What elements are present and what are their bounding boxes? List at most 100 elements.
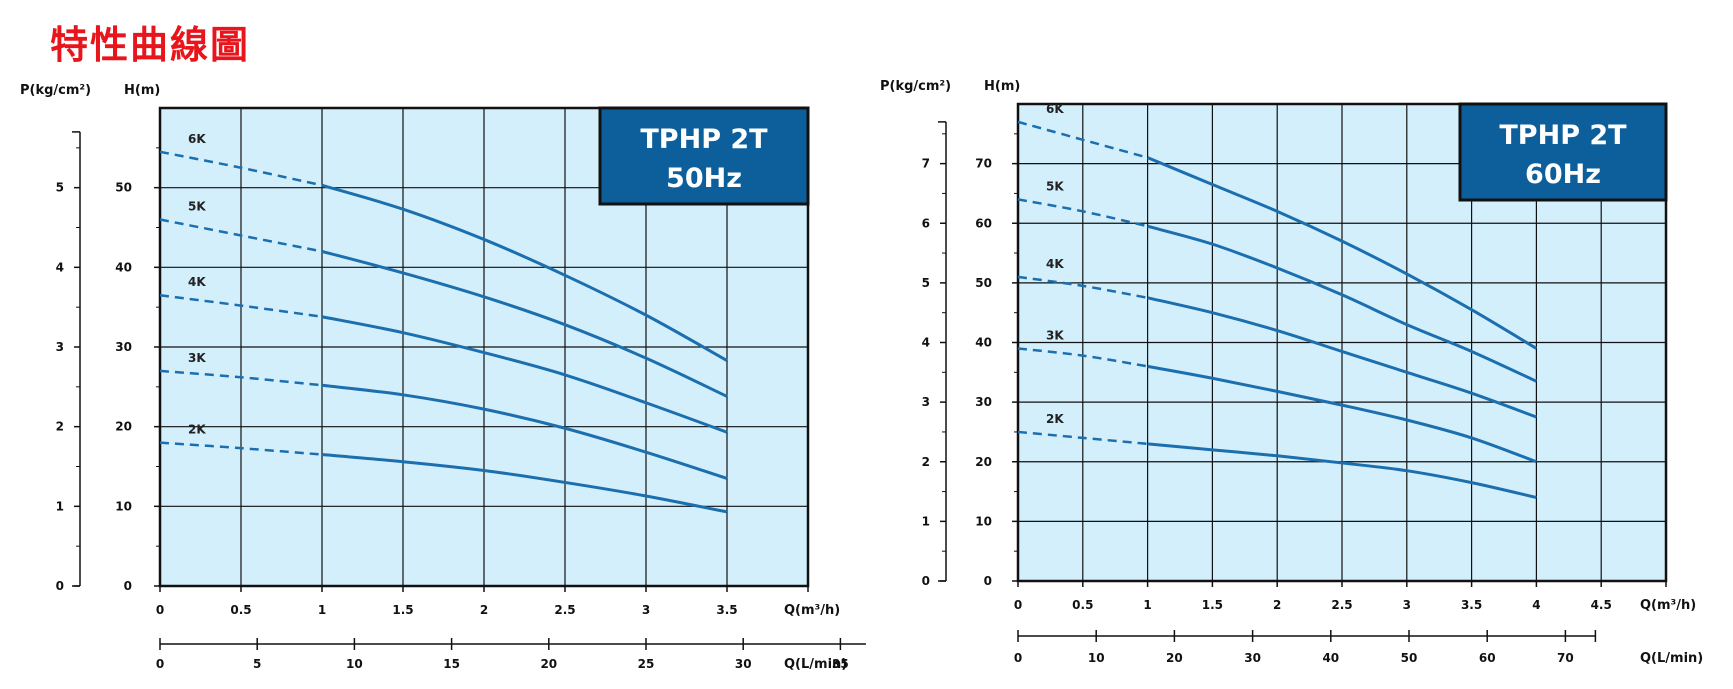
curve-5k-dashed	[1017, 198, 1148, 228]
curve-label-3k: 3K	[1046, 328, 1064, 342]
model-box	[598, 106, 810, 206]
h-axis-tick-label: 50	[115, 181, 132, 195]
curve-5k-dashed	[159, 218, 323, 253]
h-axis-tick-label: 50	[975, 276, 992, 290]
lmin-axis-tick-label: 10	[346, 657, 363, 671]
lmin-axis-tick-label: 50	[1401, 651, 1418, 665]
p-axis-tick-label: 1	[56, 499, 64, 513]
curve-4k-dashed	[159, 293, 323, 318]
h-axis-tick-label: 60	[975, 216, 992, 230]
p-axis-tick-label: 0	[56, 579, 64, 593]
h-axis-tick-label: 0	[984, 574, 992, 588]
h-axis-tick-label: 70	[975, 157, 992, 171]
x-axis-tick-label: 1.5	[392, 603, 413, 617]
curve-6k	[1147, 156, 1538, 350]
h-axis-tick-label: 20	[115, 420, 132, 434]
lmin-axis-tick-label: 35	[832, 657, 849, 671]
x-axis-tick-label: 2.5	[1331, 598, 1352, 612]
curve-2k	[321, 453, 728, 514]
p-axis-tick-label: 1	[922, 514, 930, 528]
curve-label-5k: 5K	[188, 200, 206, 214]
curve-3k-dashed	[1017, 347, 1148, 368]
h-axis-tick-label: 10	[115, 499, 132, 513]
lmin-axis-tick-label: 30	[1244, 651, 1261, 665]
curve-label-6k: 6K	[188, 132, 206, 146]
x-axis-tick-label: 4.5	[1591, 598, 1612, 612]
curve-label-4k: 4K	[1046, 257, 1064, 271]
curve-label-6k: 6K	[1046, 102, 1064, 116]
lmin-axis-tick-label: 10	[1088, 651, 1105, 665]
p-axis-tick-label: 4	[56, 260, 64, 274]
p-axis-tick-label: 2	[922, 455, 930, 469]
lmin-axis-tick-label: 0	[156, 657, 164, 671]
p-axis-tick-label: 0	[922, 574, 930, 588]
lmin-axis-title: Q(L/min)	[1640, 651, 1703, 666]
curve-label-2k: 2K	[188, 423, 206, 437]
curve-5k	[1147, 224, 1538, 383]
x-axis-tick-label: 3	[1403, 598, 1411, 612]
x-axis-tick-label: 0.5	[230, 603, 251, 617]
p-axis-tick-label: 2	[56, 420, 64, 434]
curve-2k	[1147, 442, 1537, 499]
curve-4k	[1147, 296, 1537, 419]
x-axis-title: Q(m³/h)	[1640, 598, 1696, 613]
p-axis-tick-label: 4	[922, 336, 930, 350]
curve-3k	[321, 383, 728, 480]
curve-label-5k: 5K	[1046, 179, 1064, 193]
p-axis-tick-label: 3	[922, 395, 930, 409]
lmin-axis-title: Q(L/min)	[784, 657, 847, 672]
model-box-frequency: 50Hz	[666, 163, 742, 194]
x-axis-title: Q(m³/h)	[784, 603, 840, 618]
x-axis-tick-label: 4	[1532, 598, 1540, 612]
lmin-axis-tick-label: 20	[1166, 651, 1183, 665]
h-axis-tick-label: 40	[115, 260, 132, 274]
x-axis-tick-label: 1.5	[1202, 598, 1223, 612]
h-axis-tick-label: 40	[975, 336, 992, 350]
x-axis-tick-label: 0	[1014, 598, 1022, 612]
lmin-axis-tick-label: 20	[540, 657, 557, 671]
lmin-axis-tick-label: 0	[1014, 651, 1022, 665]
curve-5k	[321, 249, 728, 398]
p-axis-tick-label: 5	[922, 276, 930, 290]
lmin-axis-tick-label: 60	[1479, 651, 1496, 665]
x-axis-tick-label: 1	[318, 603, 326, 617]
h-axis-tick-label: 0	[124, 579, 132, 593]
curve-4k-dashed	[1017, 275, 1148, 300]
p-axis-title: P(kg/cm²)	[20, 83, 91, 98]
x-axis-tick-label: 1	[1143, 598, 1151, 612]
lmin-axis-tick-label: 30	[735, 657, 752, 671]
x-axis-tick-label: 0.5	[1072, 598, 1093, 612]
curve-4k	[321, 315, 728, 434]
p-axis-tick-label: 6	[922, 216, 930, 230]
curve-2k-dashed	[1017, 430, 1148, 446]
lmin-axis-tick-label: 40	[1322, 651, 1339, 665]
x-axis-tick-label: 2	[480, 603, 488, 617]
model-box-name: TPHP 2T	[640, 124, 768, 155]
curve-6k-dashed	[1017, 120, 1148, 159]
curve-label-2k: 2K	[1046, 412, 1064, 426]
x-axis-tick-label: 3.5	[716, 603, 737, 617]
p-axis-tick-label: 7	[922, 157, 930, 171]
h-axis-tick-label: 30	[115, 340, 132, 354]
curve-6k	[321, 183, 728, 362]
h-axis-tick-label: 30	[975, 395, 992, 409]
x-axis-tick-label: 2	[1273, 598, 1281, 612]
curve-2k-dashed	[159, 441, 323, 456]
h-axis-tick-label: 20	[975, 455, 992, 469]
p-axis-tick-label: 3	[56, 340, 64, 354]
model-box-frequency: 60Hz	[1525, 159, 1601, 190]
x-axis-tick-label: 3	[642, 603, 650, 617]
h-axis-title: H(m)	[124, 83, 160, 98]
lmin-axis-tick-label: 5	[253, 657, 261, 671]
p-axis-tick-label: 5	[56, 181, 64, 195]
x-axis-tick-label: 2.5	[554, 603, 575, 617]
x-axis-tick-label: 3.5	[1461, 598, 1482, 612]
page-title: 特性曲線圖	[50, 23, 251, 67]
h-axis-tick-label: 10	[975, 514, 992, 528]
model-box	[1458, 102, 1668, 202]
p-axis-title: P(kg/cm²)	[880, 79, 951, 94]
model-box-name: TPHP 2T	[1499, 120, 1627, 151]
h-axis-title: H(m)	[984, 79, 1020, 94]
curve-label-4k: 4K	[188, 275, 206, 289]
